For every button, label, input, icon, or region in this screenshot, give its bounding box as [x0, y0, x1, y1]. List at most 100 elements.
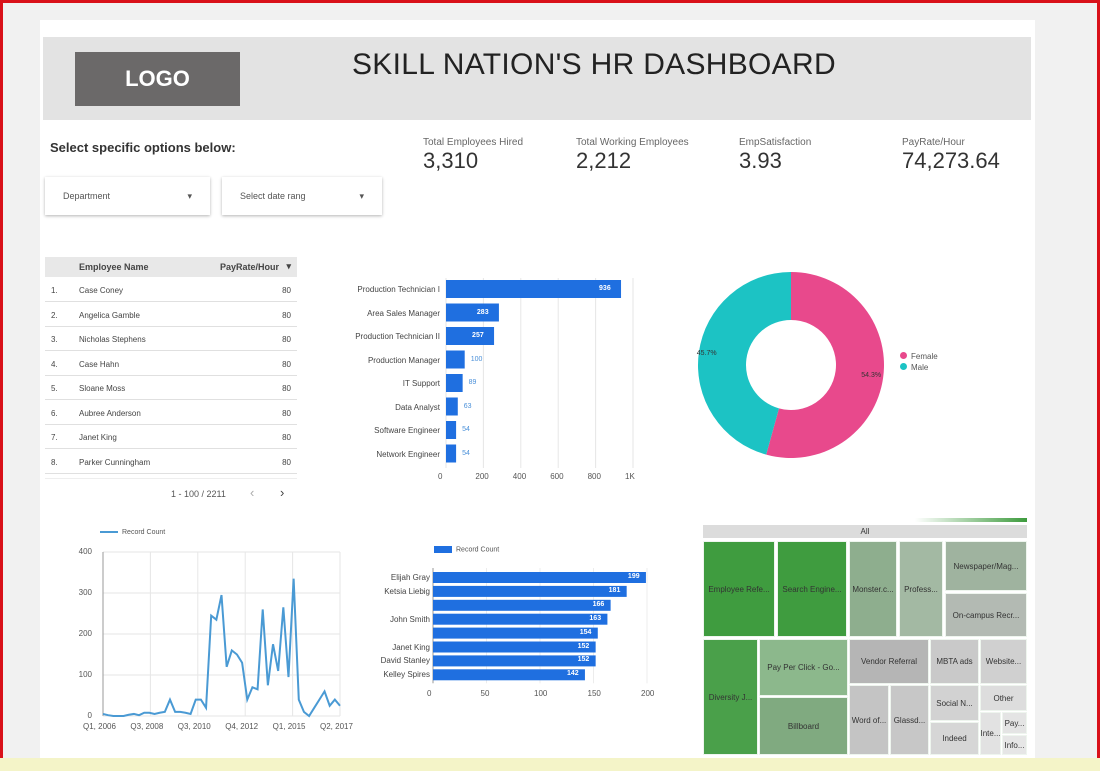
category-label: Data Analyst [395, 402, 440, 412]
table-row[interactable]: 7. Janet King 80 [45, 425, 297, 449]
kpi-label: EmpSatisfaction [739, 137, 812, 148]
column-header-name[interactable]: Employee Name [79, 262, 149, 272]
data-label: 257 [472, 332, 484, 339]
treemap-tile[interactable]: Pay Per Click - Go... [759, 639, 848, 696]
table-row[interactable]: 8. Parker Cunningham 80 [45, 450, 297, 474]
bar-legend: Record Count [434, 546, 499, 553]
category-label: IT Support [402, 379, 440, 388]
prev-page-icon[interactable]: ‹ [250, 485, 255, 500]
table-row[interactable]: 3. Nicholas Stephens 80 [45, 327, 297, 351]
x-tick-label: 50 [480, 689, 490, 699]
x-tick-label: 600 [550, 472, 564, 481]
treemap-tile[interactable]: Diversity J... [703, 639, 758, 755]
table-row[interactable]: 4. Case Hahn 80 [45, 352, 297, 376]
legend-female: Female [900, 352, 938, 361]
table-row[interactable]: 5. Sloane Moss 80 [45, 376, 297, 400]
employee-name: Case Hahn [79, 359, 120, 369]
department-filter[interactable]: Department ▾ [45, 177, 210, 215]
treemap-tile[interactable]: Billboard [759, 697, 848, 755]
data-label: 283 [476, 308, 489, 316]
pagination-label: 1 - 100 / 2211 [171, 489, 226, 499]
category-label: David Stanley [380, 656, 430, 666]
date-range-picker[interactable]: Select date rang ▾ [222, 177, 382, 215]
dropdown-arrow-icon: ▾ [359, 190, 364, 201]
data-label: 152 [577, 656, 590, 664]
page-title: SKILL NATION'S HR DASHBOARD [352, 48, 836, 81]
donut-slice-male [698, 272, 791, 455]
column-header-payrate[interactable]: PayRate/Hour [219, 262, 279, 272]
treemap-tile[interactable]: Glassd... [890, 685, 929, 755]
treemap-tile[interactable]: Monster.c... [849, 541, 897, 637]
kpi-value: 74,273.64 [902, 148, 1000, 173]
table-row[interactable]: 6. Aubree Anderson 80 [45, 401, 297, 425]
x-tick-label: 150 [587, 689, 601, 699]
employee-name: Nicholas Stephens [79, 335, 146, 344]
treemap-tile[interactable]: Profess... [899, 541, 943, 637]
bar [446, 421, 457, 439]
row-number: 2. [51, 310, 58, 320]
x-tick-label: 200 [641, 689, 655, 699]
data-label: 199 [627, 573, 640, 580]
y-tick-label: 400 [78, 547, 92, 556]
table-scroll-edge[interactable] [45, 478, 297, 486]
data-label: 54 [462, 426, 470, 433]
x-tick-label: Q2, 2017 [320, 722, 353, 731]
legend-label: Record Count [122, 529, 166, 536]
bottom-strip [0, 758, 1100, 771]
treemap-tile[interactable]: Other [980, 685, 1027, 711]
bar [446, 444, 457, 463]
table-header: Employee Name PayRate/Hour ▾ [45, 257, 297, 277]
treemap-tile[interactable]: MBTA ads [930, 639, 979, 684]
x-tick-label: Q1, 2015 [272, 722, 306, 731]
treemap-tile[interactable]: Indeed [930, 722, 979, 755]
x-tick-label: 800 [587, 472, 601, 481]
data-label: 936 [599, 285, 611, 292]
employee-name: Case Coney [79, 286, 124, 295]
table-row[interactable]: 2. Angelica Gamble 80 [45, 303, 297, 327]
x-tick-label: Q3, 2008 [130, 722, 164, 731]
kpi-satisfaction: EmpSatisfaction 3.93 [739, 137, 811, 174]
x-tick-label: Q3, 2010 [177, 722, 211, 731]
category-label: Elijah Gray [390, 573, 430, 582]
table-row[interactable]: 1. Case Coney 80 [45, 278, 297, 302]
data-label: 63 [463, 402, 472, 410]
payrate: 80 [282, 310, 291, 320]
employee-name: Janet King [79, 433, 117, 442]
treemap-tile[interactable]: Newspaper/Mag... [945, 541, 1027, 591]
treemap-tile[interactable]: On-campus Recr... [945, 593, 1027, 637]
employee-name: Parker Cunningham [79, 457, 151, 467]
treemap-tile[interactable]: Search Engine... [777, 541, 847, 637]
category-label: Janet King [392, 642, 430, 652]
next-page-icon[interactable]: › [280, 485, 285, 500]
category-label: John Smith [389, 614, 430, 624]
category-label: Software Engineer [374, 426, 440, 435]
kpi-label: Total Employees Hired [423, 137, 524, 148]
data-label: 142 [566, 670, 579, 678]
category-label: Network Engineer [376, 449, 440, 459]
data-label: 152 [577, 642, 590, 650]
treemap-tile[interactable]: Pay... [1002, 712, 1027, 734]
bar [446, 303, 499, 322]
donut-legend: Female Male [900, 352, 938, 372]
kpi-value: 2,212 [576, 148, 632, 173]
treemap-tile[interactable]: Website... [980, 639, 1027, 684]
donut-slice-female [766, 272, 884, 458]
data-label: 181 [608, 586, 621, 594]
bar [433, 641, 596, 653]
x-tick-label: Q1, 2006 [83, 722, 116, 731]
sort-desc-icon[interactable]: ▾ [286, 261, 291, 271]
payrate: 80 [282, 408, 291, 418]
treemap-root[interactable]: All [703, 525, 1027, 538]
y-tick-label: 100 [78, 670, 92, 679]
treemap-tile[interactable]: Inte... [980, 712, 1001, 755]
treemap-tile[interactable]: Employee Refe... [703, 541, 775, 637]
row-number: 4. [51, 359, 58, 369]
treemap-tile[interactable]: Vendor Referral [849, 639, 929, 684]
bar [433, 599, 611, 611]
treemap-tile[interactable]: Social N... [930, 685, 979, 721]
slice-label: 54.3% [861, 372, 882, 380]
x-tick-label: 1K [625, 472, 635, 481]
row-number: 3. [51, 335, 58, 344]
treemap-tile[interactable]: Info... [1002, 735, 1027, 755]
treemap-tile[interactable]: Word of... [849, 685, 889, 755]
